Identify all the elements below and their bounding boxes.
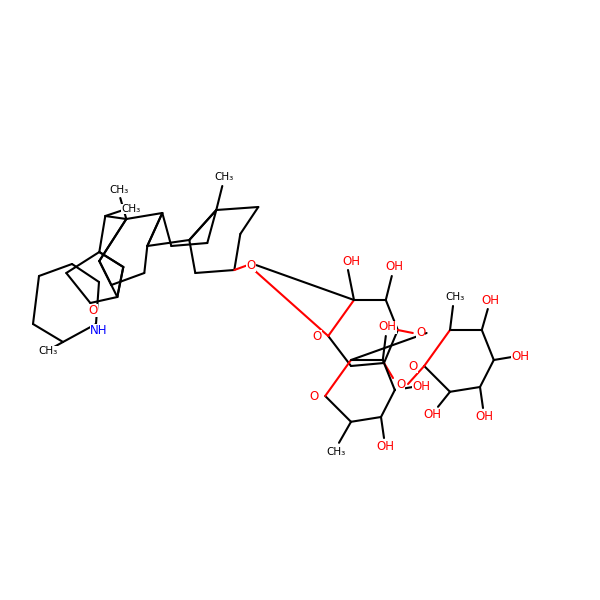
Text: CH₃: CH₃ <box>326 447 346 457</box>
Text: O: O <box>310 389 319 403</box>
Text: CH₃: CH₃ <box>214 172 233 182</box>
Text: NH: NH <box>90 323 108 337</box>
Text: O: O <box>313 329 322 343</box>
Text: CH₃: CH₃ <box>445 292 464 302</box>
Text: O: O <box>396 377 406 391</box>
Text: CH₃: CH₃ <box>109 185 129 195</box>
Text: OH: OH <box>423 408 441 421</box>
Text: OH: OH <box>511 350 529 364</box>
Text: O: O <box>409 359 418 373</box>
Text: OH: OH <box>379 320 397 334</box>
Text: O: O <box>247 259 256 272</box>
Text: OH: OH <box>475 410 493 424</box>
Text: OH: OH <box>385 260 403 274</box>
Text: OH: OH <box>342 254 360 268</box>
Text: CH₃: CH₃ <box>121 204 140 214</box>
Text: O: O <box>89 304 98 317</box>
Text: OH: OH <box>412 380 430 394</box>
Text: O: O <box>416 326 425 340</box>
Text: OH: OH <box>376 440 394 454</box>
Text: CH₃: CH₃ <box>38 346 58 356</box>
Text: OH: OH <box>481 293 499 307</box>
